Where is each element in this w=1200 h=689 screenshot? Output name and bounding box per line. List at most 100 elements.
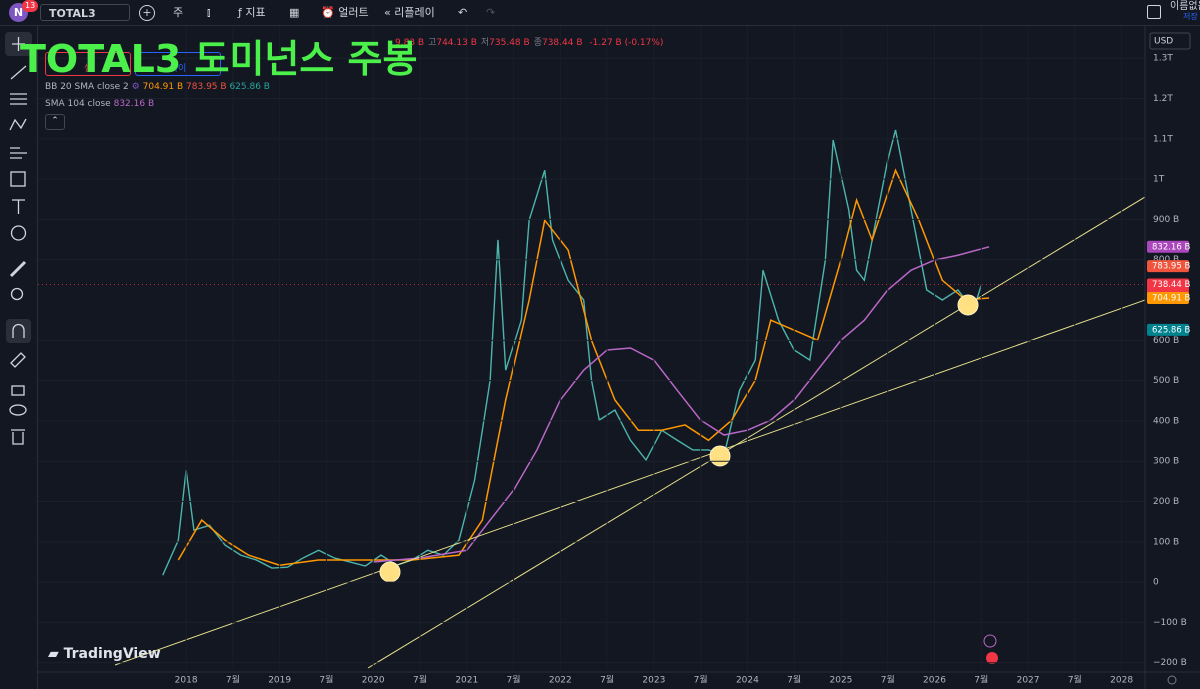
alerts-label: 얼러트 — [338, 6, 369, 19]
x-tick-label: 2024 — [736, 676, 759, 686]
y-tick-label: 1.3T — [1153, 54, 1173, 64]
y-tick-label: −100 B — [1153, 618, 1187, 628]
event-icon[interactable] — [983, 634, 997, 648]
y-tick-label: −200 B — [1153, 658, 1187, 668]
ohlc-value: 738.44 B — [541, 38, 583, 48]
y-tick-label: 300 B — [1153, 457, 1179, 467]
watermark-text: TradingView — [64, 646, 161, 662]
trendline-tool[interactable] — [10, 65, 27, 80]
draw-mode-tool[interactable] — [10, 352, 26, 368]
icon-tool[interactable] — [10, 225, 27, 241]
bb-name: BB 20 SMA close 2 — [45, 82, 129, 92]
x-tick-label: 2018 — [175, 676, 198, 686]
top-toolbar: N 13 TOTAL3 + 주 ⫾ ƒ 지표 ▦ ⏰ 얼러트 « 리플레이 ↶ … — [0, 0, 1200, 26]
watermark: ▰ TradingView — [48, 646, 161, 662]
price-tag — [1147, 292, 1189, 305]
x-tick-label: 7월 — [319, 674, 333, 686]
x-tick-label: 2026 — [923, 676, 946, 686]
crosshair-tool[interactable] — [12, 37, 25, 51]
x-tick-label: 2025 — [830, 676, 853, 686]
badge: 13 — [22, 0, 39, 12]
trend-line[interactable] — [114, 299, 1146, 666]
x-tick-label: 7월 — [694, 674, 708, 686]
overlay-title: TOTAL3 도미넌스 주봉 — [20, 37, 418, 81]
touch-point — [957, 294, 979, 316]
replay[interactable]: « 리플레이 — [384, 6, 435, 19]
y-tick-label: 200 B — [1153, 497, 1179, 507]
undo[interactable]: ↶ — [458, 6, 468, 19]
magnet-tool[interactable] — [12, 323, 25, 339]
interval[interactable]: 주 — [173, 6, 184, 19]
templates[interactable]: ▦ — [289, 6, 300, 19]
lock-tool[interactable] — [11, 385, 25, 396]
series-layer — [162, 129, 990, 576]
add-symbol[interactable]: + — [139, 5, 155, 21]
bb-legend: BB 20 SMA close 2 ⚙ 704.91 B 783.95 B 62… — [45, 82, 270, 92]
settings-icon[interactable] — [1167, 675, 1177, 685]
sma-legend: SMA 104 close 832.16 B — [45, 99, 154, 109]
x-tick-label: 2020 — [362, 676, 385, 686]
layout-name[interactable]: 이름없음 — [1170, 1, 1200, 12]
collapse-button[interactable]: ⌃ — [45, 114, 65, 130]
y-tick-label: 500 B — [1153, 376, 1179, 386]
currency-box[interactable] — [1149, 32, 1191, 50]
redo[interactable]: ↷ — [486, 6, 496, 19]
save[interactable]: 저장 — [1183, 12, 1198, 21]
price-tag-label: 832.16 B — [1152, 242, 1190, 252]
buy-button[interactable]: 바이 — [135, 52, 221, 76]
x-tick-label: 7월 — [226, 674, 240, 686]
touch-point — [709, 445, 731, 467]
currency: USD — [1154, 37, 1173, 47]
x-tick-label: 2019 — [268, 676, 291, 686]
shape-tool[interactable] — [10, 171, 26, 187]
indicators-label: 지표 — [245, 6, 266, 19]
price-tag-label: 738.44 B — [1152, 280, 1190, 290]
x-tick-label: 2023 — [642, 676, 665, 686]
layout-toggle[interactable] — [1147, 5, 1161, 19]
chart-type[interactable]: ⫾ — [207, 6, 211, 19]
x-tick-label: 7월 — [600, 674, 614, 686]
ohlc-value: 735.48 B — [489, 38, 530, 48]
x-tick-label: 2021 — [455, 676, 478, 686]
event-icon[interactable] — [986, 652, 998, 664]
y-tick-label: 900 B — [1153, 215, 1179, 225]
x-tick-label: 2022 — [549, 676, 572, 686]
bb-upper: 783.95 B — [186, 82, 227, 92]
sell-button[interactable]: 셀 — [45, 52, 131, 76]
x-tick-label: 7월 — [413, 674, 427, 686]
drawing-tools — [5, 32, 32, 445]
buy-label: 바이 — [169, 64, 187, 74]
y-tick-label: 0 — [1153, 578, 1159, 588]
touch-point — [379, 561, 401, 583]
text-tool[interactable] — [12, 199, 25, 214]
projection-tool[interactable] — [10, 147, 27, 159]
ohlc-item: 고744.13 B — [428, 38, 481, 48]
ohlc-label: 종 — [533, 38, 542, 48]
delete-tool[interactable] — [11, 429, 25, 445]
alerts[interactable]: ⏰ 얼러트 — [321, 6, 369, 19]
drawing-toolbar — [0, 26, 38, 689]
y-tick-label: 1T — [1153, 175, 1165, 185]
ohlc-value: 744.13 B — [436, 38, 477, 48]
symbol-search[interactable]: TOTAL3 — [40, 4, 130, 21]
series-line — [162, 129, 982, 576]
x-tick-label: 7월 — [974, 674, 988, 686]
measure-tool[interactable] — [9, 260, 27, 278]
ohlc-item: 9.83 B — [395, 38, 428, 48]
indicators[interactable]: ƒ 지표 — [238, 6, 266, 19]
ohlc-label: 고 — [428, 38, 437, 48]
visibility-tool[interactable] — [9, 404, 27, 416]
trend-line[interactable] — [367, 196, 1146, 669]
x-tick-label: 7월 — [507, 674, 521, 686]
zoom-tool[interactable] — [10, 287, 24, 301]
x-tick-label: 7월 — [881, 674, 895, 686]
ohlc-label: 저 — [480, 38, 490, 48]
y-tick-label: 600 B — [1153, 336, 1179, 346]
pattern-tool[interactable] — [9, 118, 27, 131]
magnet-bg — [6, 319, 31, 343]
fib-tool[interactable] — [10, 93, 27, 105]
bb-settings[interactable]: ⚙ — [131, 82, 140, 92]
